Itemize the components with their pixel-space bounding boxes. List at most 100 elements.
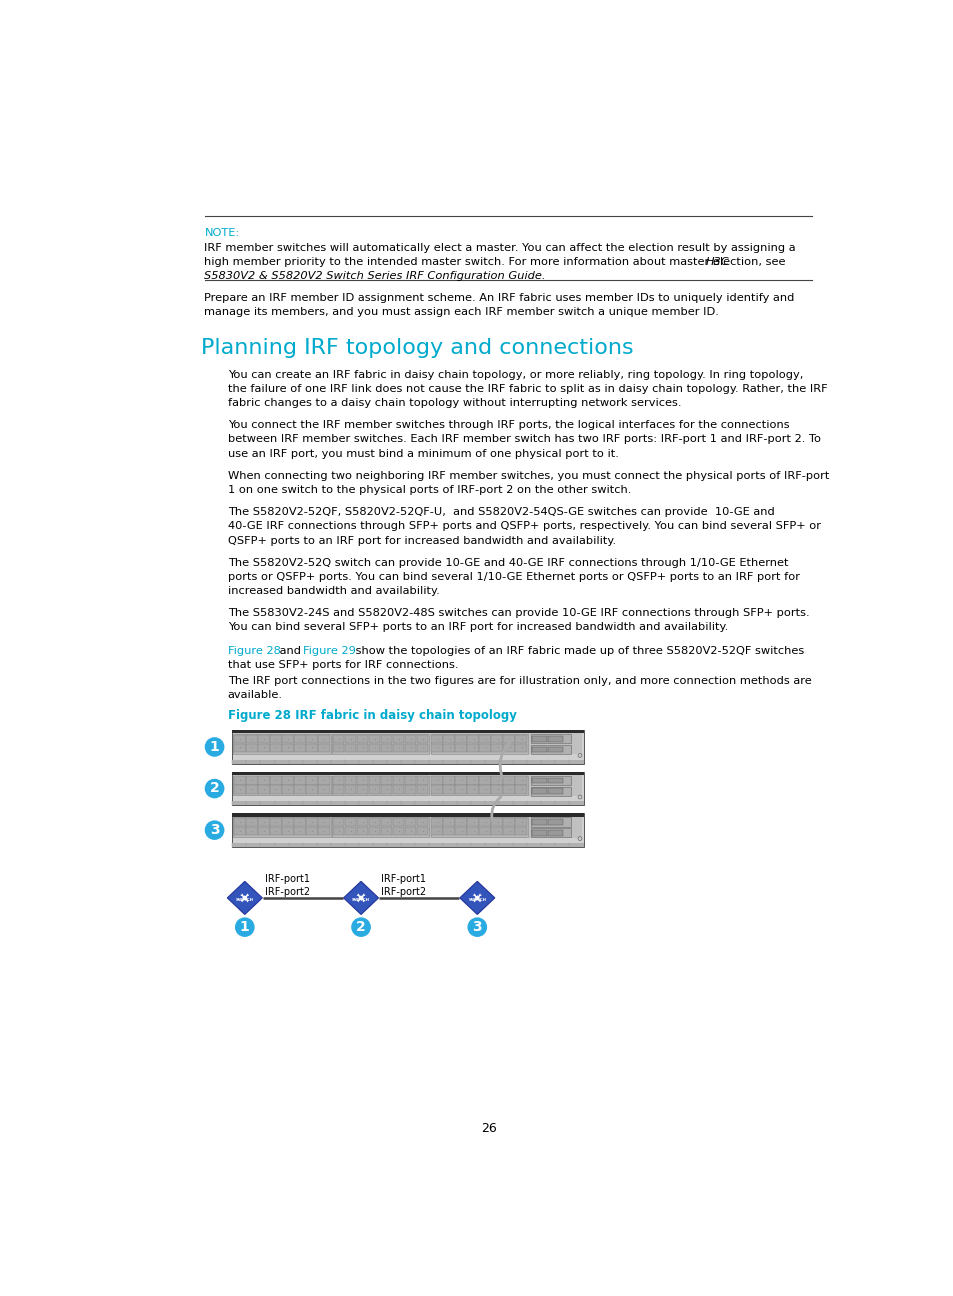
Bar [232, 771, 583, 775]
Bar [294, 818, 305, 827]
Text: fabric changes to a daisy chain topology without interrupting network services.: fabric changes to a daisy chain topology… [228, 398, 680, 408]
Bar [416, 785, 428, 794]
Bar [306, 827, 317, 836]
Text: 1 on one switch to the physical ports of IRF-port 2 on the other switch.: 1 on one switch to the physical ports of… [228, 485, 631, 495]
Circle shape [205, 779, 224, 797]
Bar [232, 759, 583, 763]
Bar [294, 744, 305, 752]
Bar [257, 818, 270, 827]
Text: IRF-port1: IRF-port1 [381, 874, 426, 884]
Text: manage its members, and you must assign each IRF member switch a unique member I: manage its members, and you must assign … [204, 307, 719, 318]
Bar [369, 735, 380, 744]
Text: the failure of one IRF link does not cause the IRF fabric to split as in daisy c: the failure of one IRF link does not cau… [228, 384, 826, 394]
Text: When connecting two neighboring IRF member switches, you must connect the physic: When connecting two neighboring IRF memb… [228, 470, 828, 481]
Bar [503, 744, 515, 752]
Bar [467, 818, 478, 827]
Bar [431, 818, 528, 837]
Bar [332, 735, 429, 754]
Bar [246, 744, 257, 752]
Bar [479, 776, 491, 785]
Bar [344, 827, 356, 836]
Bar [232, 801, 583, 806]
Text: IRF member switches will automatically elect a master. You can affect the electi: IRF member switches will automatically e… [204, 242, 796, 253]
Bar [393, 785, 404, 794]
Bar [515, 744, 527, 752]
Polygon shape [227, 881, 262, 915]
Bar [531, 746, 546, 753]
Bar [257, 827, 270, 836]
Bar [431, 827, 442, 836]
Bar [431, 785, 442, 794]
Text: 40-GE IRF connections through SFP+ ports and QSFP+ ports, respectively. You can : 40-GE IRF connections through SFP+ ports… [228, 521, 820, 531]
Bar [233, 776, 245, 785]
Text: 3: 3 [210, 823, 219, 837]
Bar [503, 785, 515, 794]
Bar [232, 842, 583, 848]
Bar [257, 776, 270, 785]
Bar [317, 744, 330, 752]
Circle shape [578, 796, 581, 798]
Bar [431, 735, 528, 754]
FancyArrowPatch shape [491, 797, 500, 819]
Text: You can create an IRF fabric in daisy chain topology, or more reliably, ring top: You can create an IRF fabric in daisy ch… [228, 369, 802, 380]
Bar [257, 744, 270, 752]
Bar [393, 735, 404, 744]
Bar [443, 776, 455, 785]
Bar [246, 818, 257, 827]
Bar [317, 827, 330, 836]
Bar [479, 785, 491, 794]
Text: 1: 1 [239, 920, 250, 934]
Bar [443, 818, 455, 827]
Bar [531, 735, 571, 744]
Text: The S5820V2-52QF, S5820V2-52QF-U,  and S5820V2-54QS-GE switches can provide  10-: The S5820V2-52QF, S5820V2-52QF-U, and S5… [228, 507, 774, 517]
Text: 26: 26 [480, 1122, 497, 1135]
Circle shape [578, 753, 581, 757]
Bar [479, 744, 491, 752]
Bar [404, 818, 416, 827]
Bar [270, 818, 281, 827]
Bar [515, 785, 527, 794]
Bar [455, 785, 467, 794]
Bar [503, 818, 515, 827]
Bar [270, 744, 281, 752]
Bar [317, 785, 330, 794]
Bar [531, 778, 546, 783]
Text: The S5820V2-52Q switch can provide 10-GE and 40-GE IRF connections through 1/10-: The S5820V2-52Q switch can provide 10-GE… [228, 557, 787, 568]
Circle shape [205, 822, 224, 840]
Bar [317, 776, 330, 785]
Bar [294, 735, 305, 744]
Bar [282, 744, 294, 752]
Bar [416, 776, 428, 785]
Polygon shape [459, 881, 495, 915]
Text: S5830V2 & S5820V2 Switch Series IRF Configuration Guide.: S5830V2 & S5820V2 Switch Series IRF Conf… [204, 271, 545, 281]
Bar [531, 818, 571, 827]
Bar [467, 735, 478, 744]
Bar [380, 818, 392, 827]
Bar [467, 785, 478, 794]
Bar [455, 744, 467, 752]
Bar [455, 776, 467, 785]
Bar [356, 818, 368, 827]
Bar [306, 776, 317, 785]
Bar [479, 735, 491, 744]
Bar [531, 736, 546, 741]
Text: IRF-port2: IRF-port2 [381, 888, 426, 897]
Bar [246, 776, 257, 785]
Text: The IRF port connections in the two figures are for illustration only, and more : The IRF port connections in the two figu… [228, 677, 811, 686]
Bar [404, 785, 416, 794]
Bar [547, 746, 562, 753]
Bar [491, 785, 502, 794]
Bar [431, 744, 442, 752]
Bar [344, 818, 356, 827]
Bar [306, 785, 317, 794]
Bar [344, 735, 356, 744]
Bar [515, 818, 527, 827]
Text: use an IRF port, you must bind a minimum of one physical port to it.: use an IRF port, you must bind a minimum… [228, 448, 618, 459]
Bar [503, 776, 515, 785]
Bar [282, 818, 294, 827]
Bar [246, 785, 257, 794]
Bar [455, 818, 467, 827]
Bar [232, 813, 583, 816]
Bar [356, 735, 368, 744]
Bar [282, 785, 294, 794]
